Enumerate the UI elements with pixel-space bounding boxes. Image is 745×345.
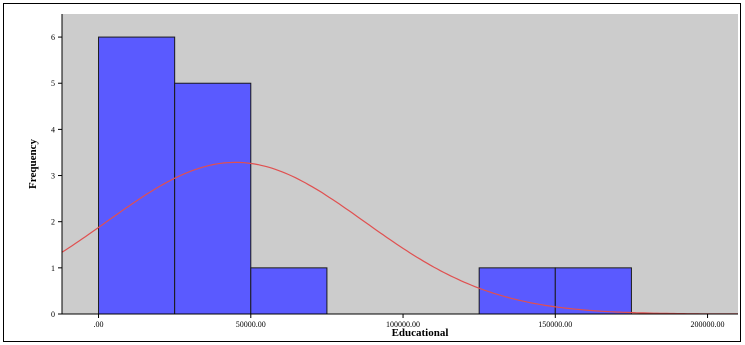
- y-tick-label: 5: [51, 79, 55, 88]
- histogram-bar: [478, 267, 556, 315]
- y-axis-title: Frequency: [27, 139, 39, 189]
- y-tick-label: 6: [51, 33, 55, 42]
- x-tick-label: 150000.00: [538, 320, 572, 329]
- histogram-bar: [98, 36, 176, 315]
- x-tick-label: 50000.00: [236, 320, 266, 329]
- x-tick-label: .00: [94, 320, 104, 329]
- y-tick-label: 3: [51, 172, 55, 181]
- histogram-bar: [554, 267, 632, 315]
- x-tick-label: 100000.00: [386, 320, 420, 329]
- y-tick-label: 4: [51, 125, 55, 134]
- y-tick-label: 0: [51, 310, 55, 319]
- y-tick-label: 1: [51, 264, 55, 273]
- histogram-chart: .00 50000.00 100000.00 150000.00 200000.00 0 1…: [27, 14, 738, 339]
- x-axis-title: Educational: [392, 327, 449, 339]
- histogram-bar: [250, 267, 328, 315]
- axes-group: .00 50000.00 100000.00 150000.00 200000.00 0 1…: [51, 14, 738, 329]
- histogram-bar: [174, 82, 252, 315]
- y-tick-label: 2: [51, 218, 55, 227]
- chart-frame: .00 50000.00 100000.00 150000.00 200000.00 0 1…: [3, 3, 741, 342]
- x-tick-label: 200000.00: [691, 320, 725, 329]
- bars-group: [98, 36, 632, 315]
- normal-curve: [61, 161, 738, 315]
